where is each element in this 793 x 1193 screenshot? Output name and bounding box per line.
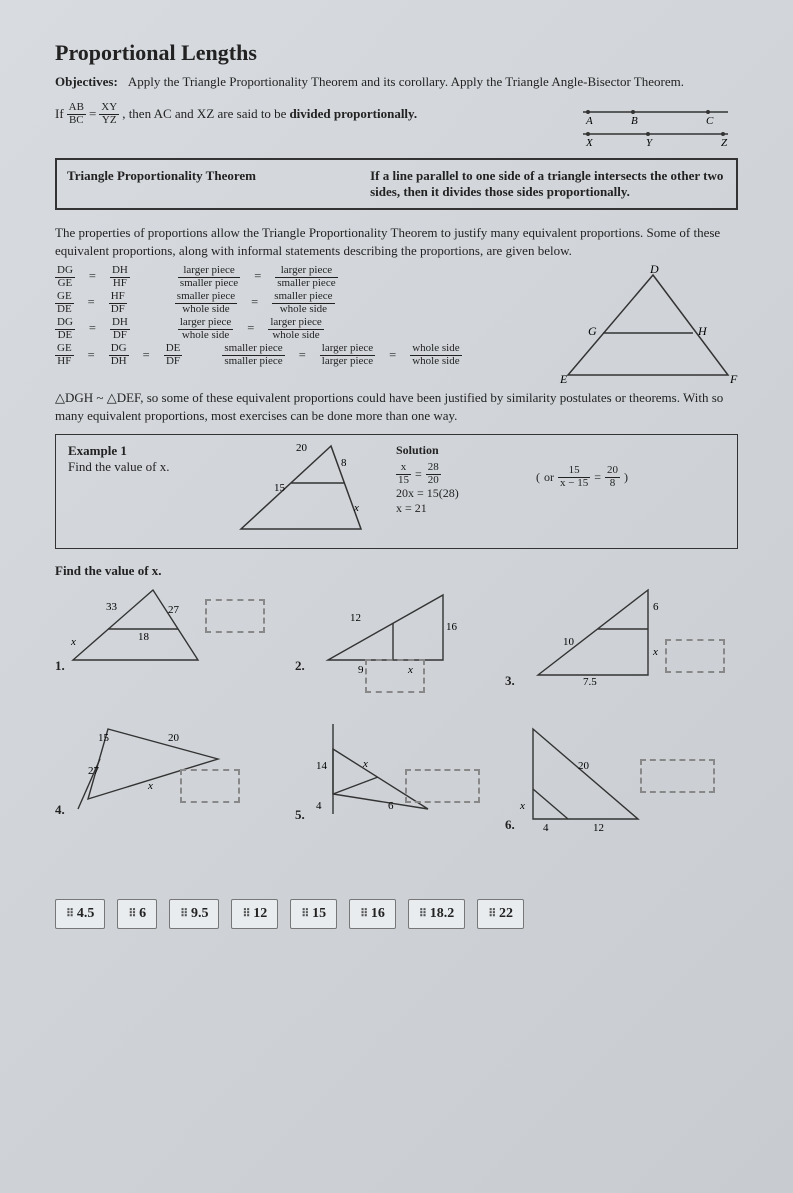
answer-tile[interactable]: 18.2 (408, 899, 465, 929)
svg-text:18: 18 (138, 631, 150, 643)
svg-text:9: 9 (358, 664, 364, 676)
answer-tile[interactable]: 4.5 (55, 899, 105, 929)
svg-text:X: X (585, 137, 594, 149)
answer-slot-3[interactable] (665, 639, 725, 673)
svg-text:20: 20 (168, 732, 180, 744)
svg-text:B: B (631, 115, 638, 127)
svg-text:12: 12 (593, 822, 604, 834)
solution-line3: x = 21 (396, 501, 427, 515)
svg-text:15: 15 (274, 482, 286, 494)
example-title: Example 1 (68, 443, 127, 458)
answer-slot-4[interactable] (180, 769, 240, 803)
number-line-diagram: A B C X Y Z (578, 102, 738, 146)
svg-text:10: 10 (563, 636, 575, 648)
intro-if: If (55, 106, 64, 122)
problem-1: 1. 33 27 18 x (55, 585, 203, 674)
svg-text:x: x (362, 758, 368, 770)
proportion-list: DGGE = DHHF larger piecesmaller piece = … (55, 265, 558, 369)
frac-bc: BC (67, 115, 86, 127)
frac-yz: YZ (99, 115, 119, 127)
problem-3: 3. 6 10 7.5 x (505, 585, 668, 689)
svg-text:4: 4 (543, 822, 549, 834)
or-label: or (544, 470, 554, 485)
p3-num: 3. (505, 673, 515, 688)
find-label: Find the value of x. (55, 563, 162, 578)
svg-text:H: H (697, 324, 708, 338)
prop-row-1: DGGE = DHHF larger piecesmaller piece = … (55, 265, 558, 289)
objectives: Objectives: Apply the Triangle Proportio… (55, 74, 738, 90)
svg-text:14: 14 (316, 760, 328, 772)
example-prompt: Find the value of x. (68, 459, 169, 474)
answer-tile[interactable]: 6 (117, 899, 157, 929)
svg-text:F: F (729, 372, 738, 386)
svg-text:7.5: 7.5 (583, 676, 597, 688)
svg-text:4: 4 (316, 800, 322, 812)
prop-row-3: DGDE = DHDF larger piecewhole side = lar… (55, 317, 558, 341)
frac-xy: XY (99, 102, 119, 115)
p6-num: 6. (505, 817, 515, 832)
p4-num: 4. (55, 802, 65, 817)
p2-num: 2. (295, 658, 305, 673)
svg-text:A: A (585, 115, 593, 127)
svg-text:12: 12 (350, 612, 361, 624)
intro-rest: , then AC and XZ are said to be (122, 106, 286, 122)
p5-num: 5. (295, 807, 305, 822)
paragraph-1: The properties of proportions allow the … (55, 224, 738, 259)
objectives-label: Objectives: (55, 74, 118, 90)
svg-text:Z: Z (721, 137, 728, 149)
svg-text:6: 6 (653, 601, 659, 613)
svg-text:G: G (588, 324, 597, 338)
theorem-body: If a line parallel to one side of a tria… (370, 168, 726, 200)
svg-text:27: 27 (168, 604, 180, 616)
answer-slot-2[interactable] (365, 659, 425, 693)
intro-line: If ABBC = XYYZ , then AC and XZ are said… (55, 102, 738, 146)
example-triangle: 20 8 15 x (236, 441, 366, 536)
paragraph-2: △DGH ~ △DEF, so some of these equivalent… (55, 389, 738, 424)
svg-text:27: 27 (88, 765, 100, 777)
answer-tile[interactable]: 16 (349, 899, 396, 929)
theorem-box: Triangle Proportionality Theorem If a li… (55, 158, 738, 210)
intro-bold: divided proportionally. (289, 106, 417, 122)
svg-text:33: 33 (106, 601, 118, 613)
eq-sign: = (89, 106, 96, 122)
frac-ab: AB (67, 102, 86, 115)
svg-text:C: C (706, 115, 714, 127)
svg-text:20: 20 (578, 760, 590, 772)
svg-text:20: 20 (296, 442, 308, 454)
theorem-name: Triangle Proportionality Theorem (67, 168, 370, 200)
svg-text:15: 15 (98, 732, 110, 744)
solution-title: Solution (396, 443, 439, 457)
prop-row-4: GEHF = DGDH = DEDF smaller piecesmaller … (55, 343, 558, 367)
answer-tile[interactable]: 9.5 (169, 899, 219, 929)
svg-text:x: x (652, 646, 658, 658)
svg-text:x: x (353, 502, 359, 514)
example-box: Example 1 Find the value of x. 20 8 15 x… (55, 434, 738, 549)
svg-text:E: E (559, 372, 568, 386)
answer-slot-1[interactable] (205, 599, 265, 633)
answer-tile[interactable]: 12 (231, 899, 278, 929)
answer-tile[interactable]: 22 (477, 899, 524, 929)
solution-line2: 20x = 15(28) (396, 486, 459, 500)
svg-text:Y: Y (646, 137, 654, 149)
prop-row-2: GEDE = HFDF smaller piecewhole side = sm… (55, 291, 558, 315)
svg-text:D: D (649, 262, 659, 276)
answer-tile[interactable]: 15 (290, 899, 337, 929)
p1-num: 1. (55, 658, 65, 673)
answer-slot-6[interactable] (640, 759, 715, 793)
svg-text:16: 16 (446, 621, 458, 633)
objectives-text: Apply the Triangle Proportionality Theor… (128, 74, 684, 90)
svg-text:x: x (519, 800, 525, 812)
problems-grid: 1. 33 27 18 x 2. 12 9 16 x (55, 579, 738, 889)
answer-slot-5[interactable] (405, 769, 480, 803)
svg-text:x: x (70, 636, 76, 648)
page-title: Proportional Lengths (55, 40, 738, 66)
triangle-def-diagram: D G H E F (558, 265, 738, 385)
answer-bank: 4.5 6 9.5 12 15 16 18.2 22 (55, 899, 738, 929)
svg-text:6: 6 (388, 800, 394, 812)
svg-text:x: x (147, 780, 153, 792)
svg-text:8: 8 (341, 457, 347, 469)
